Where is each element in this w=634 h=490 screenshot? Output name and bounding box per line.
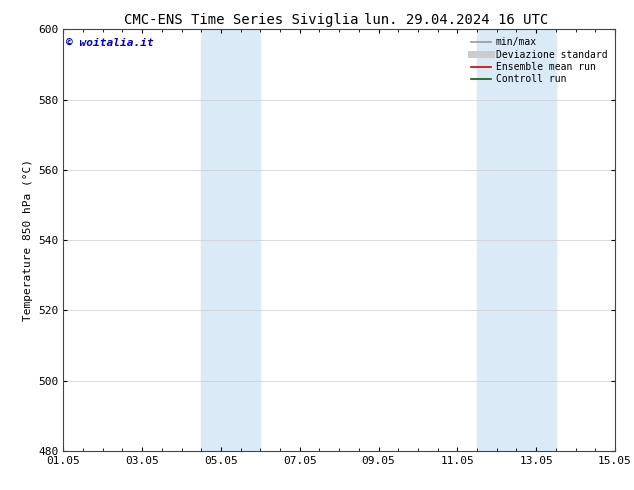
Legend: min/max, Deviazione standard, Ensemble mean run, Controll run: min/max, Deviazione standard, Ensemble m… [469, 34, 610, 87]
Text: lun. 29.04.2024 16 UTC: lun. 29.04.2024 16 UTC [365, 13, 548, 27]
Bar [202, 29, 261, 451]
Text: CMC-ENS Time Series Siviglia: CMC-ENS Time Series Siviglia [124, 13, 358, 27]
Text: © woitalia.it: © woitalia.it [66, 38, 154, 48]
Y-axis label: Temperature 850 hPa (°C): Temperature 850 hPa (°C) [23, 159, 33, 321]
Bar [477, 29, 556, 451]
